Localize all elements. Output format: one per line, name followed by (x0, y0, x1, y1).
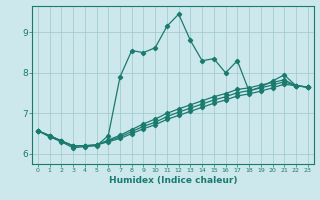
X-axis label: Humidex (Indice chaleur): Humidex (Indice chaleur) (108, 176, 237, 185)
